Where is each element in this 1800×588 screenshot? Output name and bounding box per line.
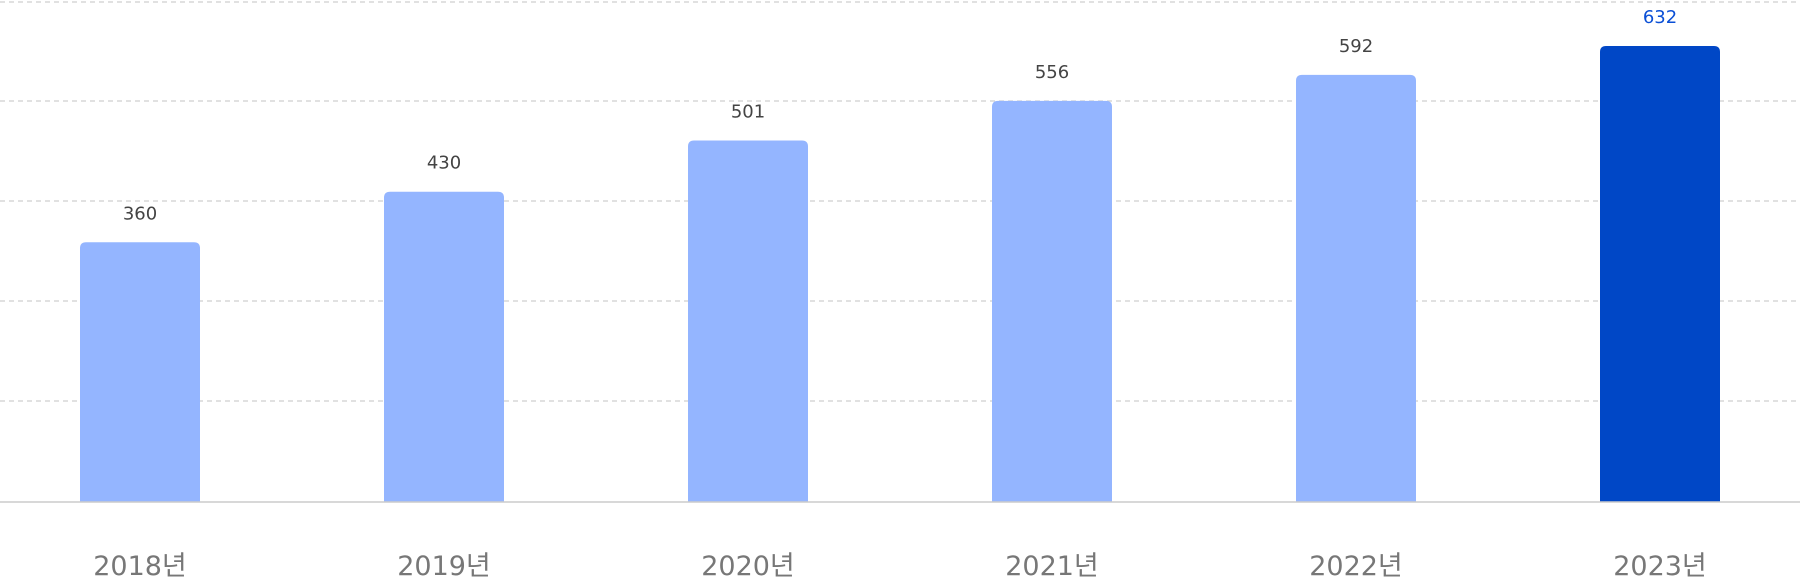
bar-2018년 [80,242,200,502]
value-label: 556 [1035,62,1069,83]
gridlines [0,1,1800,402]
bar-2020년 [688,140,808,502]
category-label: 2020년 [701,551,795,582]
bar-2021년 [992,100,1112,502]
bar-2022년 [1296,74,1416,503]
category-label: 2021년 [1005,551,1099,582]
category-label: 2018년 [93,551,187,582]
value-label: 592 [1339,36,1373,57]
value-label: 501 [731,102,765,123]
bar-2023년 [1600,46,1720,502]
category-label: 2023년 [1613,551,1707,582]
category-label: 2019년 [397,551,491,582]
value-label: 360 [123,203,157,224]
category-labels: 2018년 2019년 2020년 2021년 2022년 2023년 [93,551,1707,582]
bars [80,46,1720,503]
bar-2019년 [384,191,504,503]
value-label: 430 [427,153,461,174]
value-labels: 360 430 501 556 592 632 [123,7,1677,224]
category-label: 2022년 [1309,551,1403,582]
value-label: 632 [1643,7,1677,28]
